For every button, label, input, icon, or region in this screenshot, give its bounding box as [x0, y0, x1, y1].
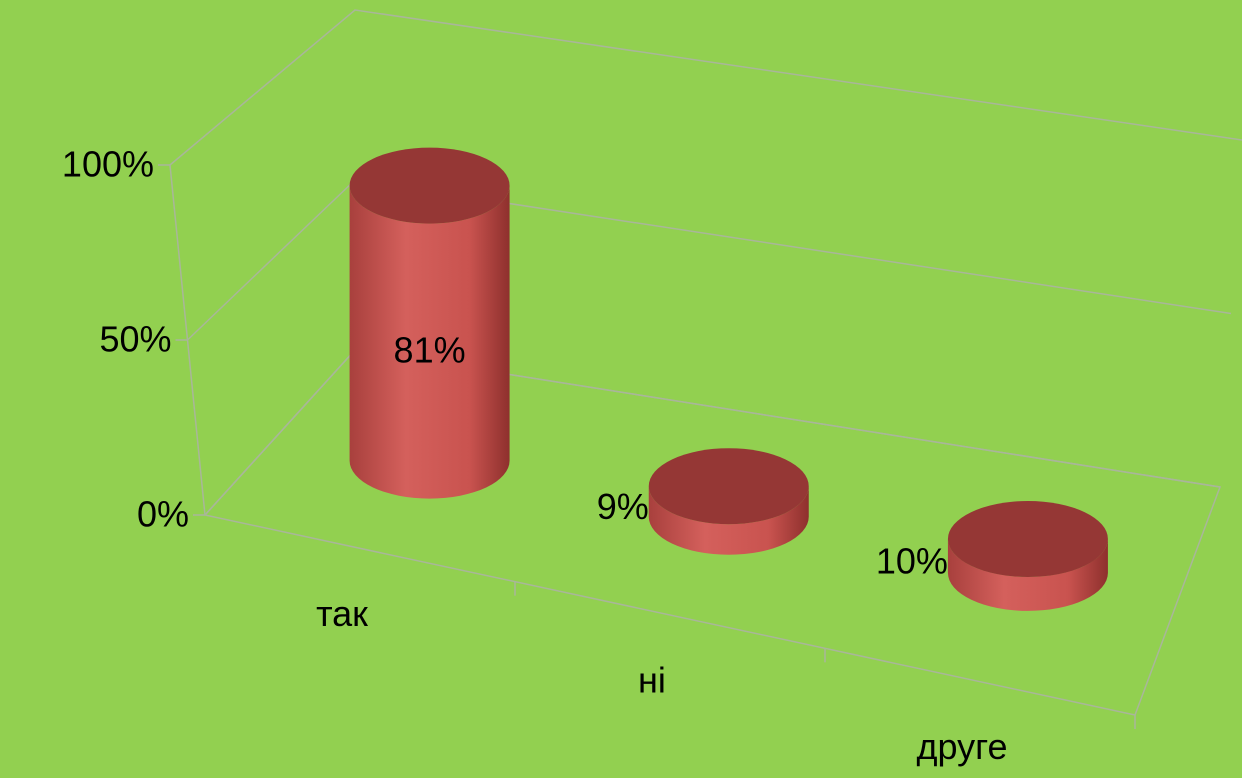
cylinder-body: [349, 185, 510, 499]
grid-line: [169, 9, 1242, 166]
axis-line: [169, 164, 206, 516]
data-label: 10%: [876, 540, 948, 581]
cylinder-top: [349, 147, 510, 224]
x-tick-label: друге: [917, 726, 1008, 767]
y-tick-label: 100%: [62, 144, 154, 185]
data-label: 9%: [597, 486, 649, 527]
y-tick-label: 50%: [99, 319, 171, 360]
cylinder-body: [648, 486, 809, 555]
x-tick-label: ні: [638, 660, 666, 701]
cylinder-top: [947, 500, 1108, 577]
cylinder-body: [947, 538, 1108, 611]
cylinder-top: [648, 448, 809, 525]
data-label: 81%: [394, 330, 466, 371]
grid-line: [186, 179, 1232, 341]
x-tick-label: так: [316, 593, 368, 634]
y-tick-label: 0%: [137, 494, 189, 535]
